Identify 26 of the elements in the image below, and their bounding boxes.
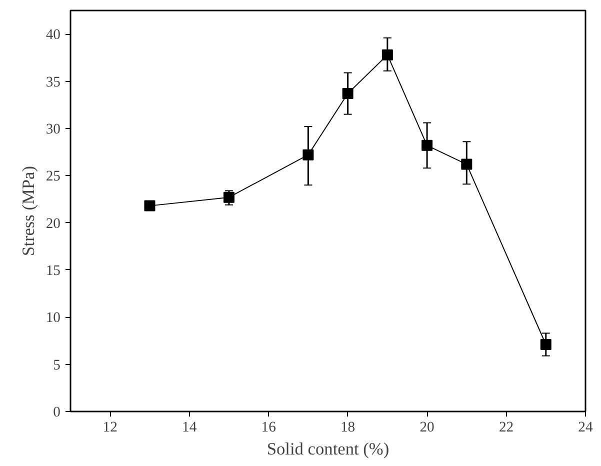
point <box>144 200 156 212</box>
y-axis-title: Stress (MPa) <box>18 166 38 256</box>
y-tick-label: 20 <box>46 216 60 232</box>
x-tick-label: 22 <box>498 420 514 436</box>
y-tick-label: 40 <box>46 27 60 44</box>
x-tick-label: 14 <box>182 420 198 436</box>
x-axis-title: Solid content (%) <box>266 440 390 458</box>
y-tick-label: 30 <box>46 121 60 138</box>
y-tick-label: 25 <box>46 168 60 185</box>
point <box>342 88 354 100</box>
y-tick-label: 10 <box>46 310 60 326</box>
y-tick-label: 0 <box>53 404 60 420</box>
point <box>422 140 433 151</box>
point <box>223 192 234 203</box>
point <box>540 339 552 350</box>
y-tick-label: 35 <box>46 74 60 90</box>
point <box>382 49 393 60</box>
x-tick-label: 20 <box>420 420 434 436</box>
point <box>302 149 314 160</box>
x-tick-label: 18 <box>340 420 356 436</box>
y-tick-label: 5 <box>53 357 60 374</box>
x-tick-label: 12 <box>102 420 118 436</box>
y-tick-label: 15 <box>46 262 60 279</box>
point <box>461 158 472 170</box>
x-tick-label: 16 <box>261 420 276 436</box>
x-tick-label: 24 <box>578 420 594 436</box>
